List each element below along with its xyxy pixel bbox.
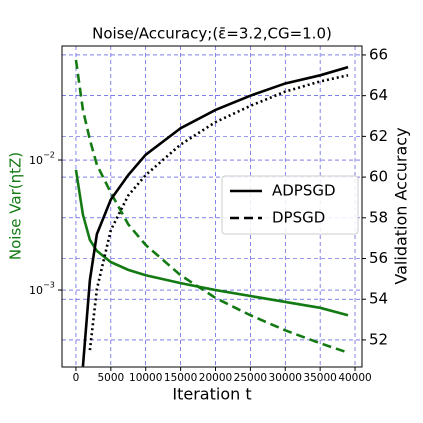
x-tick-label: 5000: [97, 372, 124, 384]
x-tick-label: 25000: [234, 372, 267, 384]
legend-label: ADPSGD: [272, 182, 336, 200]
y2-tick-label: 54: [369, 290, 388, 308]
x-axis-label: Iteration t: [172, 385, 251, 404]
y2-tick-label: 64: [369, 86, 388, 104]
y-tick-exponent: −2: [43, 151, 55, 160]
x-tick-label: 15000: [164, 372, 197, 384]
x-tick-label: 35000: [303, 372, 336, 384]
y2-tick-label: 60: [369, 168, 388, 186]
grid: [62, 46, 362, 367]
x-tick-label: 10000: [129, 372, 162, 384]
legend-label: DPSGD: [272, 209, 325, 227]
plot-lines: [74, 59, 349, 367]
axes: 0 5000 10000 15000 20000 25000 30000 35000 40000…: [29, 45, 388, 384]
series-line: [88, 74, 349, 351]
y2-axis-label: Validation Accuracy: [392, 127, 411, 284]
chart-title: Noise/Accuracy;(ε̄=3.2,CG=1.0): [92, 25, 332, 43]
y2-tick-label: 66: [369, 45, 388, 63]
series-line: [74, 169, 349, 317]
y-tick-label: 10: [29, 284, 43, 297]
x-tick-label: 20000: [199, 372, 232, 384]
y2-tick-label: 62: [369, 127, 388, 145]
y2-tick-label: 58: [369, 208, 388, 226]
series-line: [74, 59, 349, 354]
y-axis-label: Noise Var(ηtZ): [7, 152, 25, 260]
x-tick-label: 30000: [269, 372, 302, 384]
y-tick-label: 10: [29, 154, 43, 167]
x-tick-label: 40000: [338, 372, 371, 384]
y2-tick-label: 52: [369, 330, 388, 348]
y-tick-exponent: −3: [43, 281, 55, 290]
plot-frame: [61, 45, 363, 368]
legend: ADPSGD DPSGD: [221, 175, 359, 235]
y2-tick-label: 56: [369, 249, 388, 267]
series-line: [81, 65, 349, 367]
x-tick-label: 0: [73, 372, 80, 384]
